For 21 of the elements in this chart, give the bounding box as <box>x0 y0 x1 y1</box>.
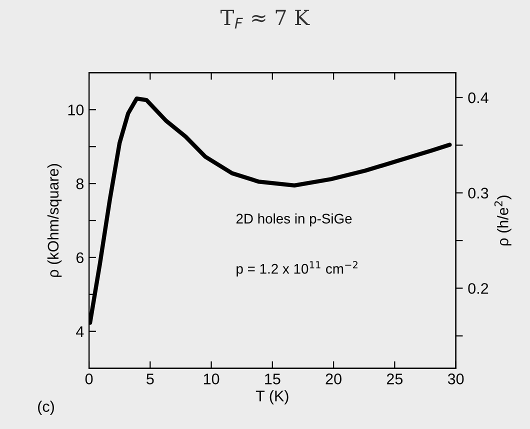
y2-axis-title: ρ (h/e$^{2}$) <box>494 196 512 246</box>
y2-tick-label: 0.4 <box>468 92 488 104</box>
annotation: 2D holes in p-SiGe <box>236 213 352 226</box>
y-tick-label: 4 <box>76 326 84 337</box>
y2-tick-label: 0.3 <box>468 188 488 199</box>
y-tick-label: 10 <box>68 104 84 116</box>
x-tick-label: 20 <box>326 374 342 384</box>
y-axis-title: ρ (kOhm/square) <box>47 164 62 277</box>
x-tick-label: 5 <box>146 374 154 384</box>
y-tick-label: 8 <box>76 178 84 190</box>
x-tick-label: 15 <box>265 374 280 384</box>
x-axis-title: T (K) <box>256 390 288 404</box>
x-tick-label: 30 <box>448 374 464 384</box>
y2-tick-label: 0.2 <box>468 283 488 294</box>
chart-title: T$_{F}$ ≈ 7 K <box>220 10 310 28</box>
annotation: p = 1.2 x 10$^{11}$ cm$^{−2}$ <box>236 261 358 276</box>
x-tick-label: 0 <box>85 374 93 384</box>
x-tick-label: 10 <box>204 374 220 384</box>
x-tick-label: 25 <box>386 374 403 384</box>
text: (c) <box>38 400 54 416</box>
y-tick-label: 6 <box>76 252 84 264</box>
